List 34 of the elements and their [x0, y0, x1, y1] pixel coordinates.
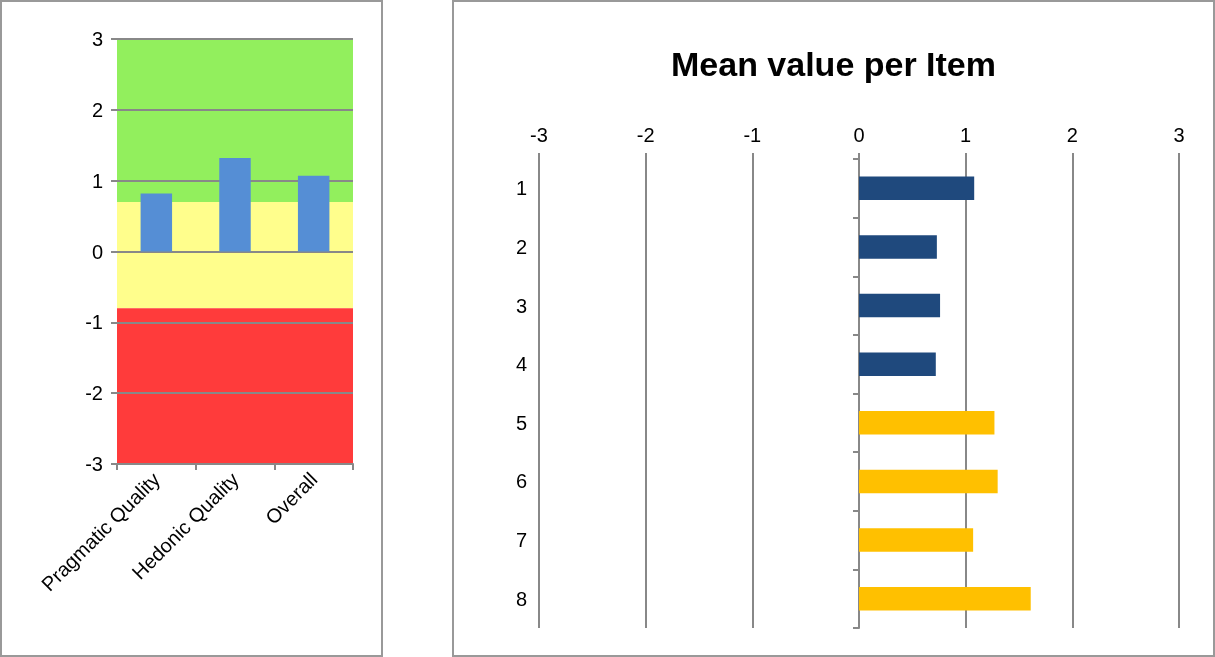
bar [859, 528, 974, 552]
y-tick-label: 1 [515, 177, 527, 200]
y-tick-label: 7 [515, 529, 527, 552]
bar [859, 469, 998, 494]
x-tick-label: -3 [530, 124, 548, 146]
y-tick-label: 8 [515, 587, 527, 610]
x-tick-label: 1 [960, 124, 972, 146]
y-tick-label: -3 [85, 453, 103, 475]
y-tick-label: 2 [515, 235, 527, 258]
x-tick-label: -1 [743, 124, 762, 146]
y-tick-label: 1 [91, 169, 103, 192]
bar [859, 411, 995, 435]
bar [140, 193, 173, 252]
y-tick-label: 3 [91, 28, 103, 50]
bar [219, 158, 251, 252]
y-tick-label: 6 [515, 470, 527, 493]
bar [859, 235, 937, 259]
x-tick-label: 2 [1066, 124, 1078, 146]
y-tick-label: 0 [91, 240, 103, 263]
y-tick-label: -2 [85, 382, 103, 405]
bar [859, 586, 1031, 611]
bar [859, 352, 936, 376]
bar [859, 176, 975, 201]
bar [297, 175, 330, 252]
x-tick-label: 3 [1173, 124, 1185, 146]
x-tick-label: -2 [636, 124, 655, 146]
y-tick-label: 5 [515, 411, 527, 434]
bar [859, 293, 941, 318]
x-tick-label: 0 [853, 124, 865, 146]
y-tick-label: 4 [515, 353, 527, 376]
chart-title: Mean value per Item [670, 45, 997, 83]
y-tick-label: 3 [515, 294, 527, 317]
y-tick-label: -1 [85, 311, 103, 334]
y-tick-label: 2 [91, 98, 103, 121]
